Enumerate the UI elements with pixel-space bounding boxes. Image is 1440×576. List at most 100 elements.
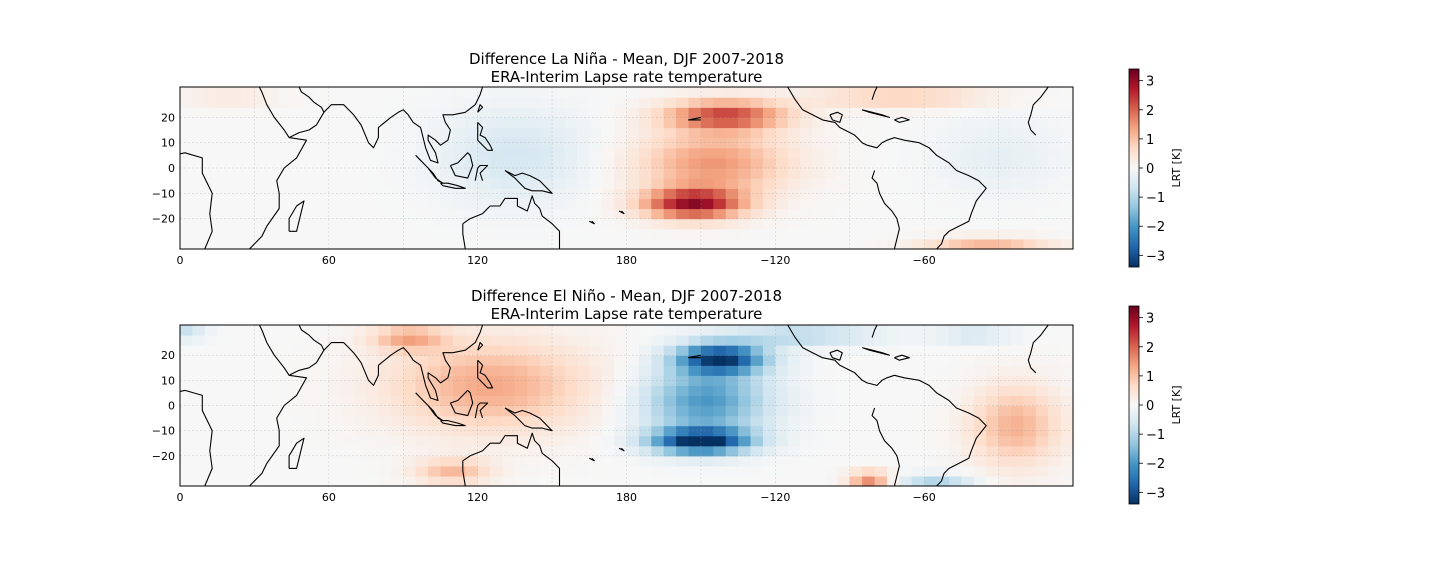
heatmap-cell [911,325,925,336]
heatmap-cell [217,335,231,346]
heatmap-cell [341,117,355,129]
coastline [477,122,494,151]
heatmap-cell [539,117,553,129]
heatmap-cell [552,147,566,159]
heatmap-cell [601,355,615,366]
heatmap-cell [180,405,193,417]
heatmap-cell [787,178,801,189]
heatmap-cell [725,395,739,407]
heatmap-cell [242,465,256,477]
map-panel-2: 0 60 120 180 −120 −6020100−10−203210−1−2−3LRT… [152,305,1183,505]
heatmap-cell [192,87,206,98]
heatmap-cell [874,415,888,427]
heatmap-cell [304,335,318,346]
heatmap-cell [415,415,429,427]
heatmap-cell [688,87,702,98]
heatmap-cell [1010,157,1024,169]
heatmap-cell [651,445,665,457]
heatmap-cell [1035,385,1049,397]
heatmap-cell [775,445,789,457]
heatmap-cell [242,87,256,98]
heatmap-cell [1060,87,1074,98]
heatmap-cell [527,238,541,250]
heatmap-cell [477,435,491,447]
heatmap-cell [812,178,826,189]
heatmap-cell [304,395,318,407]
heatmap-cell [1023,127,1037,139]
heatmap-cell [316,147,330,159]
heatmap-cell [936,188,950,199]
heatmap-cell [316,325,330,336]
heatmap-cell [700,198,714,210]
heatmap-cell [874,238,888,250]
heatmap-cell [378,168,392,179]
heatmap-cell [440,157,454,169]
heatmap-cell [899,97,913,108]
heatmap-cell [266,375,280,386]
heatmap-cell [812,137,826,149]
heatmap-cell [638,385,652,397]
heatmap-cell [328,97,342,108]
heatmap-cell [341,228,355,240]
heatmap-cell [651,147,665,159]
heatmap-cell [204,375,218,386]
heatmap-cell [614,97,628,108]
heatmap-cell [948,455,962,467]
heatmap-cell [651,325,665,336]
y-tick-label: 10 [161,374,175,387]
heatmap-cell [713,147,727,159]
heatmap-cell [514,238,528,250]
heatmap-cell [304,385,318,397]
heatmap-cell [527,375,541,386]
heatmap-cell [676,218,690,230]
heatmap-cell [279,178,293,189]
heatmap-cell [1010,445,1024,457]
heatmap-cell [192,127,206,139]
heatmap-cell [824,445,838,457]
heatmap-cell [948,137,962,149]
heatmap-cell [775,178,789,189]
heatmap-cell [428,97,442,108]
heatmap-cell [812,87,826,98]
heatmap-cell [192,445,206,457]
heatmap-cell [812,355,826,366]
heatmap-cell [415,238,429,250]
heatmap-cell [924,375,938,386]
heatmap-cell [576,188,590,199]
heatmap-cell [849,178,863,189]
heatmap-cell [254,168,268,179]
heatmap-cell [762,208,776,220]
heatmap-cell [378,435,392,447]
heatmap-cell [924,475,938,487]
heatmap-cell [514,137,528,149]
heatmap-cell [651,208,665,220]
heatmap-cell [279,97,293,108]
heatmap-cell [564,365,578,376]
heatmap-cell [254,475,268,487]
heatmap-cell [229,188,243,199]
heatmap-cell [217,188,231,199]
heatmap-cell [229,415,243,427]
heatmap-cell [428,405,442,417]
heatmap-cell [986,475,1000,487]
heatmap-cell [428,375,442,386]
heatmap-cell [924,355,938,366]
heatmap-cell [924,385,938,397]
heatmap-cell [328,405,342,417]
heatmap-cell [316,168,330,179]
heatmap-cell [924,188,938,199]
heatmap-cell [886,415,900,427]
heatmap-cell [428,147,442,159]
heatmap-cell [415,465,429,477]
heatmap-cell [316,395,330,407]
heatmap-cell [738,137,752,149]
heatmap-cell [626,385,640,397]
heatmap-cell [626,475,640,487]
heatmap-cell [378,87,392,98]
heatmap-cell [663,107,677,118]
heatmap-cell [800,365,814,376]
heatmap-cell [192,228,206,240]
heatmap-cell [899,137,913,149]
heatmap-cell [192,188,206,199]
heatmap-cell [973,375,987,386]
